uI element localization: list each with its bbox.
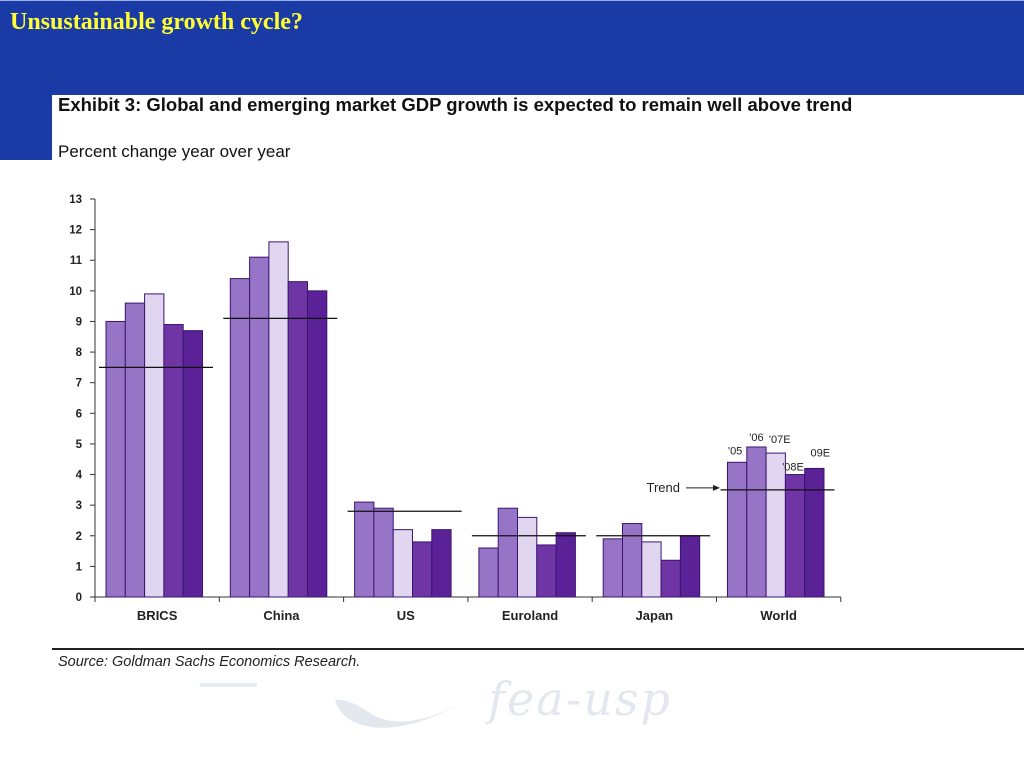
category-label: World	[760, 608, 797, 623]
bar-brics-2	[144, 293, 165, 598]
bar-japan-4	[679, 535, 701, 598]
bar-world-4	[804, 467, 825, 598]
slide-title: Unsustainable growth cycle?	[10, 9, 303, 35]
bar-japan-3	[660, 559, 681, 598]
bar-china-1	[249, 256, 270, 598]
category-label: China	[263, 608, 300, 623]
series-label-world: '07E	[769, 434, 791, 446]
bar-japan-0	[602, 538, 624, 598]
bar-euroland-1	[497, 507, 519, 598]
bar-japan-2	[641, 541, 662, 598]
bar-japan-1	[622, 523, 643, 598]
y-tick-label: 0	[76, 592, 82, 604]
fea-usp-logo-swoosh-icon	[200, 683, 470, 728]
bar-world-2	[765, 452, 786, 598]
y-tick-label: 3	[76, 500, 82, 512]
bar-brics-0	[105, 320, 126, 598]
y-tick-label: 11	[70, 255, 83, 267]
y-tick-label: 12	[69, 225, 82, 237]
bar-us-2	[392, 529, 414, 598]
y-tick-label: 13	[69, 194, 82, 206]
banner-highlight-line	[0, 0, 1024, 1]
title-banner	[0, 0, 1024, 95]
y-tick-label: 7	[76, 378, 82, 390]
y-tick-label: 4	[76, 470, 83, 482]
bar-euroland-4	[555, 532, 576, 598]
bar-world-0	[727, 461, 748, 598]
bar-brics-4	[182, 330, 203, 598]
bar-us-3	[412, 541, 433, 598]
series-label-world: '08E	[782, 462, 804, 474]
category-label: Japan	[636, 608, 674, 623]
bar-euroland-0	[478, 547, 499, 598]
y-tick-label: 9	[76, 316, 82, 328]
bar-china-0	[229, 278, 251, 598]
exhibit-title: Exhibit 3: Global and emerging market GD…	[58, 94, 853, 115]
bar-china-2	[268, 241, 289, 598]
bar-us-1	[373, 507, 394, 598]
fea-usp-watermark: fea-usp	[488, 672, 672, 726]
trend-annotation-label: Trend	[647, 480, 680, 495]
banner-side-strip	[0, 95, 52, 160]
source-note: Source: Goldman Sachs Economics Research…	[58, 654, 361, 670]
exhibit-subtitle: Percent change year over year	[58, 142, 291, 161]
trend-arrow-icon	[713, 484, 720, 491]
y-tick-label: 5	[76, 439, 83, 451]
y-tick-label: 10	[69, 286, 82, 298]
bar-china-3	[287, 281, 309, 598]
category-label: US	[397, 608, 415, 623]
y-tick-label: 8	[76, 347, 83, 359]
y-tick-label: 2	[76, 531, 82, 543]
bar-china-4	[307, 290, 328, 598]
bar-euroland-3	[536, 544, 557, 598]
source-divider	[52, 648, 1024, 650]
y-tick-label: 1	[76, 561, 83, 573]
bar-brics-1	[124, 302, 146, 598]
bar-euroland-2	[517, 516, 538, 598]
bar-brics-3	[163, 324, 184, 598]
bar-world-1	[746, 446, 767, 598]
category-label: BRICS	[137, 608, 178, 623]
bar-us-0	[354, 501, 375, 598]
series-label-world: '05	[728, 445, 742, 457]
bar-us-4	[431, 529, 452, 598]
y-tick-label: 6	[76, 408, 82, 420]
category-label: Euroland	[502, 608, 558, 623]
bar-world-3	[784, 474, 806, 598]
series-label-world: 09E	[811, 447, 831, 459]
series-label-world: '06	[749, 432, 763, 444]
